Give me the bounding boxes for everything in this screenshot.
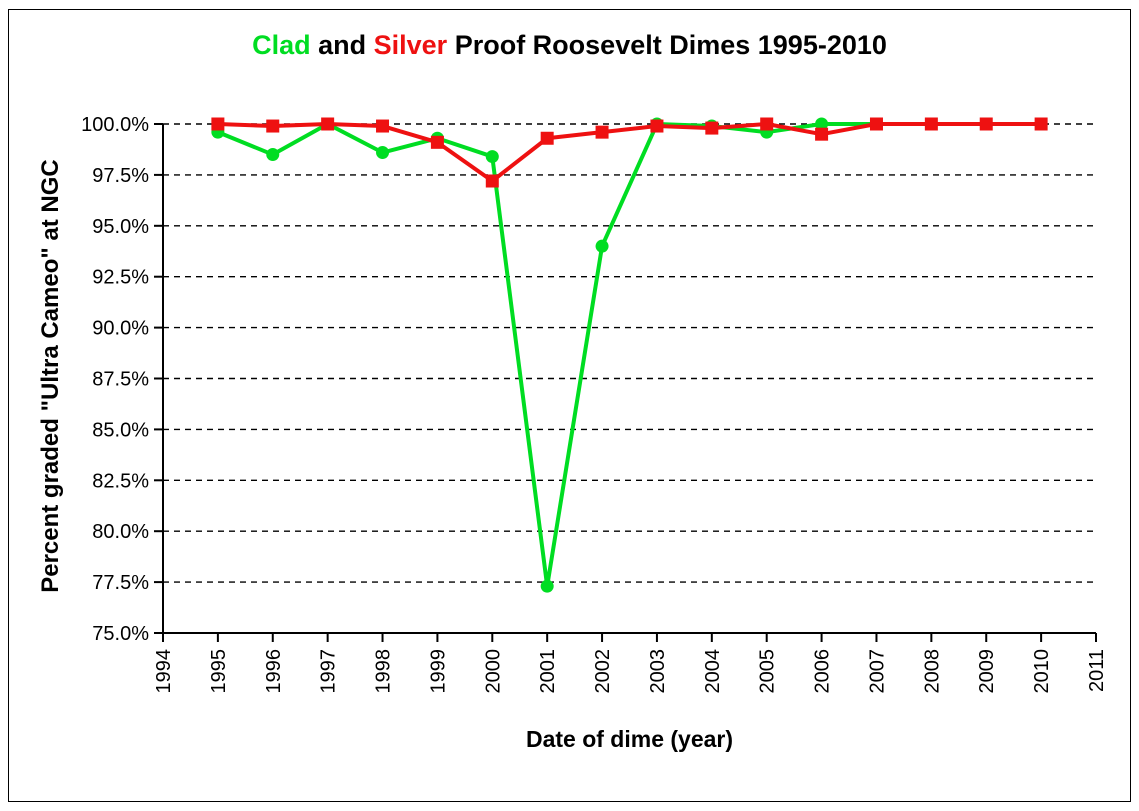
clad-data-point-marker bbox=[540, 579, 554, 593]
x-tick-label: 2011 bbox=[1086, 649, 1108, 692]
y-tick-label: 100.0% bbox=[81, 114, 149, 136]
x-tick-label: 2002 bbox=[592, 649, 614, 694]
x-tick-label: 2005 bbox=[757, 649, 779, 694]
x-axis-title: Date of dime (year) bbox=[525, 726, 734, 752]
title-word-and: and bbox=[310, 30, 374, 60]
x-tick-label: 2003 bbox=[647, 649, 669, 694]
clad-data-point-marker bbox=[815, 117, 829, 131]
x-tick-label: 2010 bbox=[1031, 649, 1053, 694]
x-tick-label: 1994 bbox=[153, 649, 175, 694]
silver-data-point-marker bbox=[760, 117, 774, 131]
silver-data-point-marker bbox=[376, 119, 390, 133]
x-tick-label: 2008 bbox=[921, 649, 943, 694]
y-tick-label: 77.5% bbox=[92, 572, 149, 594]
x-tick-label: 2006 bbox=[812, 649, 834, 694]
y-tick-label: 80.0% bbox=[92, 521, 149, 543]
clad-data-point-marker bbox=[266, 148, 280, 162]
silver-data-point-marker bbox=[211, 117, 225, 131]
silver-data-point-marker bbox=[595, 125, 609, 139]
figure-border bbox=[8, 9, 1131, 802]
silver-series-line bbox=[215, 122, 1044, 184]
y-tick-label: 95.0% bbox=[92, 216, 149, 238]
y-tick-label: 87.5% bbox=[92, 369, 149, 391]
silver-data-point-marker bbox=[485, 174, 499, 188]
y-tick-label: 97.5% bbox=[92, 165, 149, 187]
y-tick-label: 90.0% bbox=[92, 318, 149, 340]
x-tick-label: 2004 bbox=[702, 649, 724, 694]
x-tick-label: 1998 bbox=[373, 649, 395, 694]
x-tick-label: 2000 bbox=[482, 649, 504, 694]
silver-data-point-marker bbox=[924, 117, 938, 131]
silver-data-point-marker bbox=[815, 127, 829, 141]
x-tick-label: 2001 bbox=[537, 649, 559, 694]
title-word-silver: Silver bbox=[373, 30, 448, 60]
x-tick-label: 1999 bbox=[427, 649, 449, 694]
y-tick-label: 82.5% bbox=[92, 470, 149, 492]
clad-data-point-marker bbox=[376, 146, 390, 160]
clad-data-point-marker bbox=[485, 150, 499, 164]
silver-data-point-marker bbox=[430, 135, 444, 149]
x-tick-label: 1995 bbox=[208, 649, 230, 694]
silver-data-point-marker bbox=[650, 119, 664, 133]
chart-title: Clad and Silver Proof Roosevelt Dimes 19… bbox=[0, 30, 1139, 61]
y-tick-label: 92.5% bbox=[92, 267, 149, 289]
y-tick-label: 85.0% bbox=[92, 419, 149, 441]
x-tick-label: 2009 bbox=[976, 649, 998, 694]
clad-series-line bbox=[215, 122, 934, 589]
x-tick-label: 1996 bbox=[263, 649, 285, 694]
x-tick-label: 2007 bbox=[866, 649, 888, 694]
title-word-clad: Clad bbox=[252, 30, 311, 60]
title-word-rest: Proof Roosevelt Dimes 1995-2010 bbox=[447, 30, 887, 60]
silver-data-point-marker bbox=[705, 121, 719, 135]
silver-data-point-marker bbox=[1034, 117, 1048, 131]
clad-data-point-marker bbox=[595, 239, 609, 253]
x-tick-label: 1997 bbox=[318, 649, 340, 694]
silver-data-point-marker bbox=[540, 131, 554, 145]
silver-data-point-marker bbox=[321, 117, 335, 131]
y-tick-label: 75.0% bbox=[92, 623, 149, 645]
silver-data-point-marker bbox=[869, 117, 883, 131]
silver-data-point-marker bbox=[266, 119, 280, 133]
silver-data-point-marker bbox=[979, 117, 993, 131]
